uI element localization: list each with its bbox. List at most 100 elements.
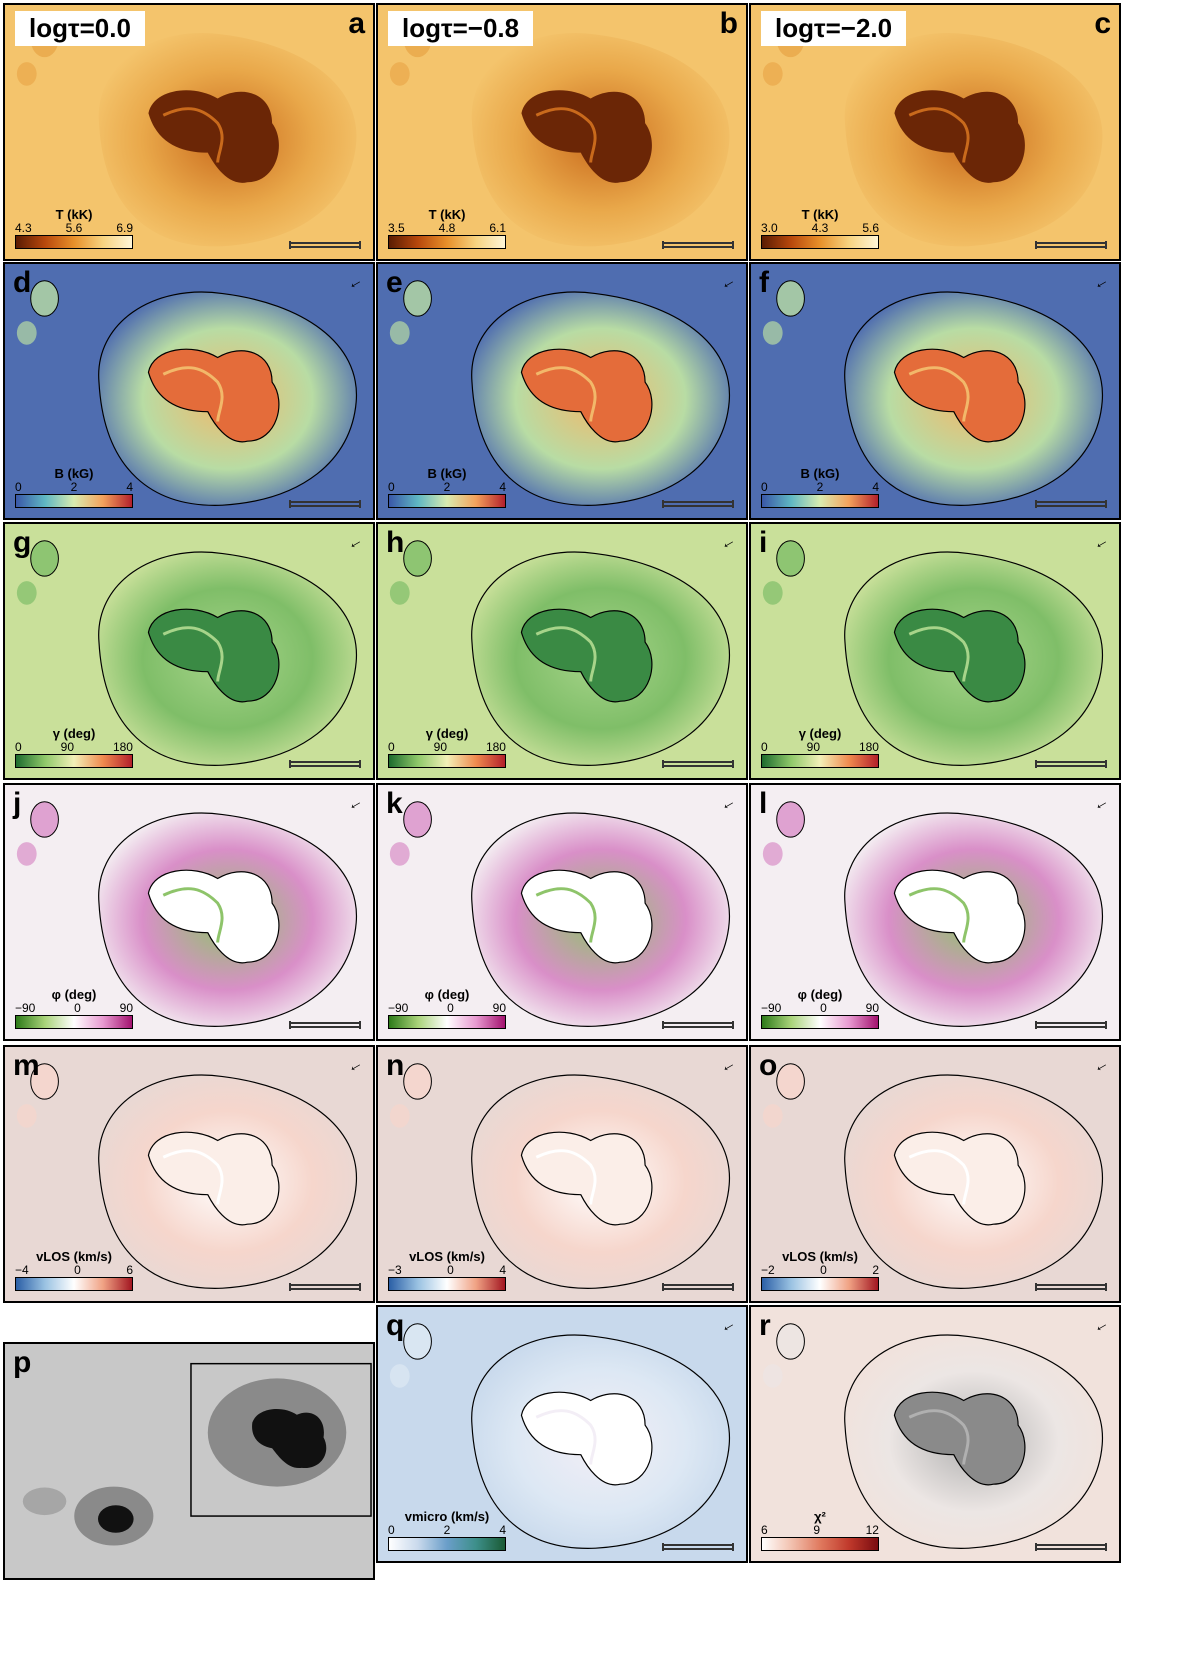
colorbar-tick: 4.3	[811, 221, 829, 235]
colorbar-tick: 0	[820, 1263, 827, 1277]
panel-letter: k	[386, 787, 403, 820]
colorbar-label: vLOS (km/s)	[36, 1249, 112, 1264]
colorbar: φ (deg) −90 0 90	[761, 988, 879, 1029]
colorbar-label: B (kG)	[427, 466, 467, 481]
panel-letter: b	[719, 7, 738, 40]
panel-f: f ← B (kG) 0 2 4	[749, 262, 1121, 520]
colorbar-tick: 180	[858, 740, 879, 754]
panel-h: h ← γ (deg) 0 90 180	[376, 522, 748, 780]
panel-letter: h	[386, 526, 405, 559]
colorbar-label: φ (deg)	[51, 987, 97, 1002]
colorbar-gradient	[15, 235, 133, 249]
panel-letter: q	[386, 1309, 405, 1342]
colorbar-tick: 180	[485, 740, 506, 754]
colorbar: vLOS (km/s) −2 0 2	[761, 1250, 879, 1291]
colorbar-label: B (kG)	[800, 466, 840, 481]
colorbar-tick: 3.0	[761, 221, 778, 235]
colorbar-tick: 4	[872, 480, 879, 494]
colorbar-tick: 90	[60, 740, 74, 754]
colorbar: γ (deg) 0 90 180	[388, 727, 506, 768]
colorbar-tick: 6	[761, 1523, 768, 1537]
scale-bar	[662, 1543, 734, 1551]
colorbar-tick: 0	[447, 1263, 454, 1277]
colorbar-tick: 2	[443, 1523, 451, 1537]
panel-d: d ← B (kG) 0 2 4	[3, 262, 375, 520]
panel-letter: r	[759, 1309, 771, 1342]
colorbar-tick: −2	[761, 1263, 775, 1277]
colorbar-tick: 90	[119, 1001, 133, 1015]
colorbar: vmicro (km/s) 0 2 4	[388, 1510, 506, 1551]
panel-letter: g	[13, 526, 32, 559]
panel-b: logτ=−0.8 b T (kK) 3.5 4.8 6.1	[376, 3, 748, 261]
column-title: logτ=0.0	[15, 11, 145, 46]
panel-p: p	[3, 1342, 375, 1580]
colorbar-tick: 5.6	[862, 221, 879, 235]
scale-bar	[289, 760, 361, 768]
colorbar-tick: 0	[74, 1263, 81, 1277]
colorbar-gradient	[761, 235, 879, 249]
colorbar-ticks: 0 2 4	[388, 1524, 506, 1536]
colorbar: T (kK) 3.0 4.3 5.6	[761, 208, 879, 249]
colorbar-ticks: −90 0 90	[15, 1002, 133, 1014]
scale-bar	[662, 241, 734, 249]
column-title: logτ=−2.0	[761, 11, 907, 46]
colorbar: γ (deg) 0 90 180	[761, 727, 879, 768]
colorbar: vLOS (km/s) −4 0 6	[15, 1250, 133, 1291]
panel-j: j ← φ (deg) −90 0 90	[3, 783, 375, 1041]
scale-bar	[1035, 760, 1107, 768]
panel-letter: a	[348, 7, 365, 40]
colorbar-tick: 9	[813, 1523, 820, 1537]
colorbar-tick: 12	[865, 1523, 879, 1537]
colorbar: φ (deg) −90 0 90	[388, 988, 506, 1029]
colorbar-gradient	[388, 754, 506, 768]
panel-letter: l	[759, 787, 768, 820]
colorbar-label: γ (deg)	[425, 726, 469, 741]
scale-bar	[662, 1283, 734, 1291]
scale-bar	[289, 241, 361, 249]
column-title: logτ=−0.8	[388, 11, 534, 46]
colorbar-tick: −90	[388, 1001, 409, 1015]
panel-letter: n	[386, 1049, 405, 1082]
panel-i: i ← γ (deg) 0 90 180	[749, 522, 1121, 780]
scale-bar	[1035, 1543, 1107, 1551]
colorbar-tick: 0	[15, 480, 22, 494]
panel-letter: c	[1094, 7, 1111, 40]
colorbar-tick: 0	[15, 740, 22, 754]
colorbar-tick: 90	[865, 1001, 879, 1015]
colorbar-ticks: 0 2 4	[15, 481, 133, 493]
colorbar-tick: 0	[388, 740, 395, 754]
panel-g: g ← γ (deg) 0 90 180	[3, 522, 375, 780]
colorbar: vLOS (km/s) −3 0 4	[388, 1250, 506, 1291]
colorbar-ticks: −4 0 6	[15, 1264, 133, 1276]
panel-letter: d	[13, 266, 32, 299]
colorbar-tick: 4	[499, 1263, 506, 1277]
colorbar-gradient	[388, 1277, 506, 1291]
colorbar-label: T (kK)	[55, 207, 93, 222]
scale-bar	[1035, 241, 1107, 249]
colorbar-label: φ (deg)	[797, 987, 843, 1002]
colorbar: χ² 6 9 12	[761, 1510, 879, 1551]
panel-letter: p	[13, 1346, 32, 1379]
colorbar-ticks: 3.0 4.3 5.6	[761, 222, 879, 234]
panel-letter: m	[13, 1049, 40, 1082]
colorbar-label: γ (deg)	[798, 726, 842, 741]
colorbar: B (kG) 0 2 4	[15, 467, 133, 508]
scale-bar	[662, 760, 734, 768]
colorbar-label: B (kG)	[54, 466, 94, 481]
colorbar: T (kK) 4.3 5.6 6.9	[15, 208, 133, 249]
colorbar-tick: 2	[816, 480, 824, 494]
colorbar-gradient	[388, 235, 506, 249]
colorbar-gradient	[15, 494, 133, 508]
colorbar-gradient	[388, 494, 506, 508]
panel-k: k ← φ (deg) −90 0 90	[376, 783, 748, 1041]
colorbar: φ (deg) −90 0 90	[15, 988, 133, 1029]
colorbar-tick: 4	[499, 480, 506, 494]
colorbar-tick: 0	[761, 740, 768, 754]
colorbar-tick: 180	[112, 740, 133, 754]
colorbar-gradient	[388, 1015, 506, 1029]
panel-letter: i	[759, 526, 768, 559]
colorbar-ticks: 4.3 5.6 6.9	[15, 222, 133, 234]
colorbar-label: vLOS (km/s)	[782, 1249, 858, 1264]
colorbar-tick: 4.8	[438, 221, 456, 235]
colorbar-ticks: −3 0 4	[388, 1264, 506, 1276]
